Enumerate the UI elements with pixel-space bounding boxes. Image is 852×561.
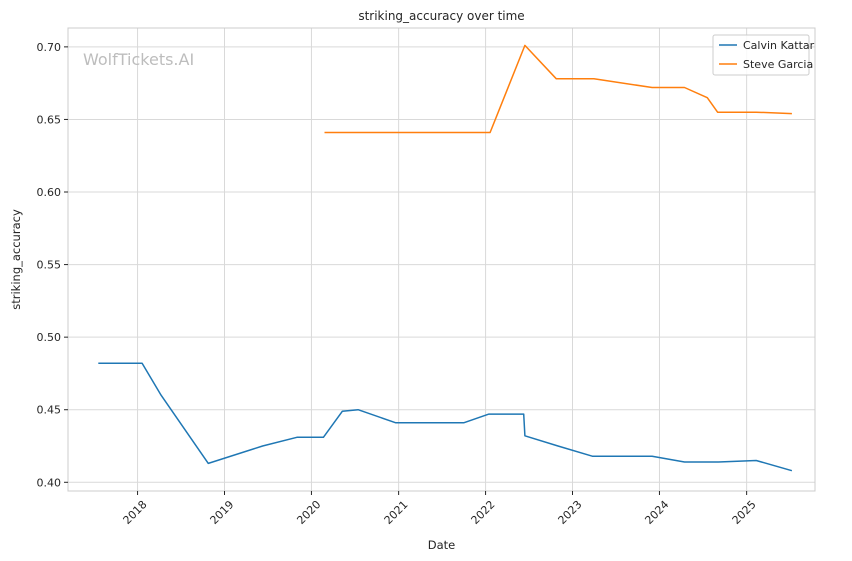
legend-label: Calvin Kattar <box>743 39 815 52</box>
series-line-1 <box>324 44 792 134</box>
chart-title: striking_accuracy over time <box>358 9 524 23</box>
y-tick-label: 0.65 <box>37 113 62 126</box>
y-axis-ticks: 0.40 0.45 0.50 0.55 0.60 0.65 0.70 <box>37 41 68 489</box>
legend-label: Steve Garcia <box>743 58 813 71</box>
y-tick-label: 0.50 <box>37 331 62 344</box>
watermark-text: WolfTickets.AI <box>83 50 194 69</box>
plot-area-frame <box>67 27 816 492</box>
x-axis-title: Date <box>428 538 456 552</box>
series-lines <box>98 44 793 472</box>
y-tick-label: 0.55 <box>37 259 62 272</box>
y-tick-label: 0.45 <box>37 404 62 417</box>
y-tick-label: 0.60 <box>37 186 62 199</box>
y-tick-label: 0.40 <box>37 476 62 489</box>
grid <box>68 28 815 491</box>
legend: Calvin Kattar Steve Garcia <box>712 34 815 76</box>
y-tick-label: 0.70 <box>37 41 62 54</box>
series-line-0 <box>98 362 793 472</box>
y-axis-title: striking_accuracy <box>9 209 23 310</box>
